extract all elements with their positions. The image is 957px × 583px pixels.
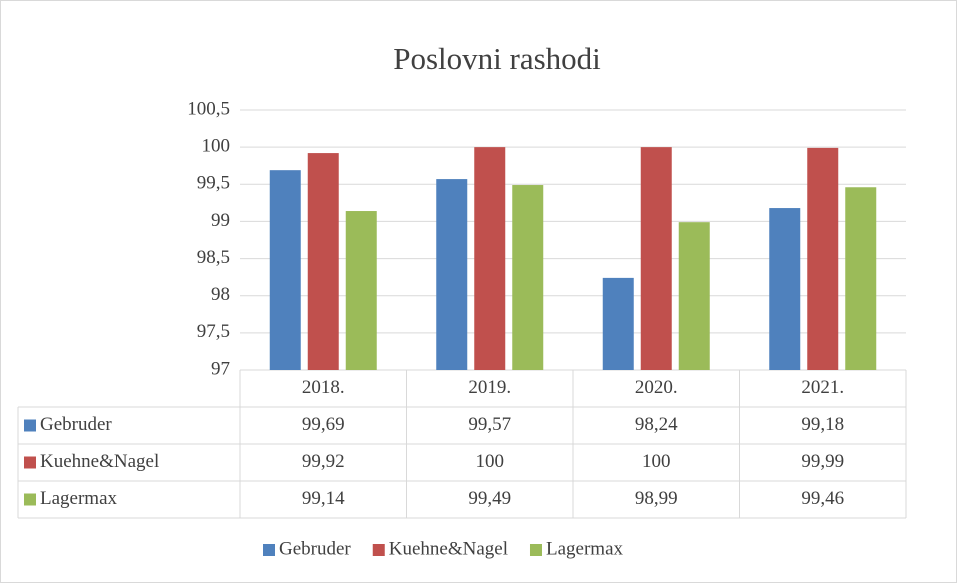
table-cell: 99,18 [801, 414, 844, 435]
table-cell: 99,92 [302, 451, 345, 472]
legend-key [263, 544, 275, 556]
table-row-header: Kuehne&Nagel [40, 451, 159, 472]
x-tick-label: 2021. [801, 377, 844, 398]
table-legend-key [24, 456, 36, 469]
legend-key [529, 544, 542, 556]
table-cell: 100 [476, 451, 505, 472]
table-cell: 98,24 [635, 414, 678, 435]
bar [807, 147, 839, 370]
bar [436, 179, 468, 370]
bar [345, 211, 377, 370]
bar [845, 187, 877, 370]
table-legend-key [24, 493, 36, 506]
bar [307, 153, 339, 370]
table-row-header: Gebruder [40, 414, 112, 435]
y-tick-label: 97 [211, 358, 230, 379]
legend-key [372, 544, 385, 556]
y-tick-label: 99,5 [197, 173, 230, 194]
table-cell: 99,69 [302, 414, 345, 435]
table-cell: 99,46 [801, 488, 844, 509]
y-tick-label: 99 [211, 210, 230, 231]
bar [769, 208, 801, 370]
y-tick-label: 97,5 [197, 321, 230, 342]
table-cell: 99,57 [468, 414, 511, 435]
y-tick-label: 100 [202, 136, 231, 157]
x-tick-label: 2019. [468, 377, 511, 398]
y-tick-label: 98,5 [197, 247, 230, 268]
bar [512, 185, 544, 370]
bar [602, 277, 634, 370]
y-tick-label: 100,5 [187, 98, 230, 119]
table-row-header: Lagermax [40, 488, 118, 509]
bar [269, 170, 301, 370]
legend-label: Kuehne&Nagel [389, 538, 508, 559]
x-tick-label: 2018. [302, 377, 345, 398]
x-tick-label: 2020. [635, 377, 678, 398]
bar [640, 147, 672, 370]
bar [474, 147, 506, 370]
legend-label: Lagermax [546, 538, 624, 559]
table-cell: 99,14 [302, 488, 345, 509]
table-cell: 99,99 [801, 451, 844, 472]
table-cell: 100 [642, 451, 671, 472]
table-cell: 98,99 [635, 488, 678, 509]
table-cell: 99,49 [468, 488, 511, 509]
legend-label: Gebruder [279, 538, 351, 559]
table-legend-key [24, 419, 36, 432]
chart-title: Poslovni rashodi [393, 41, 601, 76]
bar [678, 222, 710, 370]
y-tick-label: 98 [211, 284, 230, 305]
